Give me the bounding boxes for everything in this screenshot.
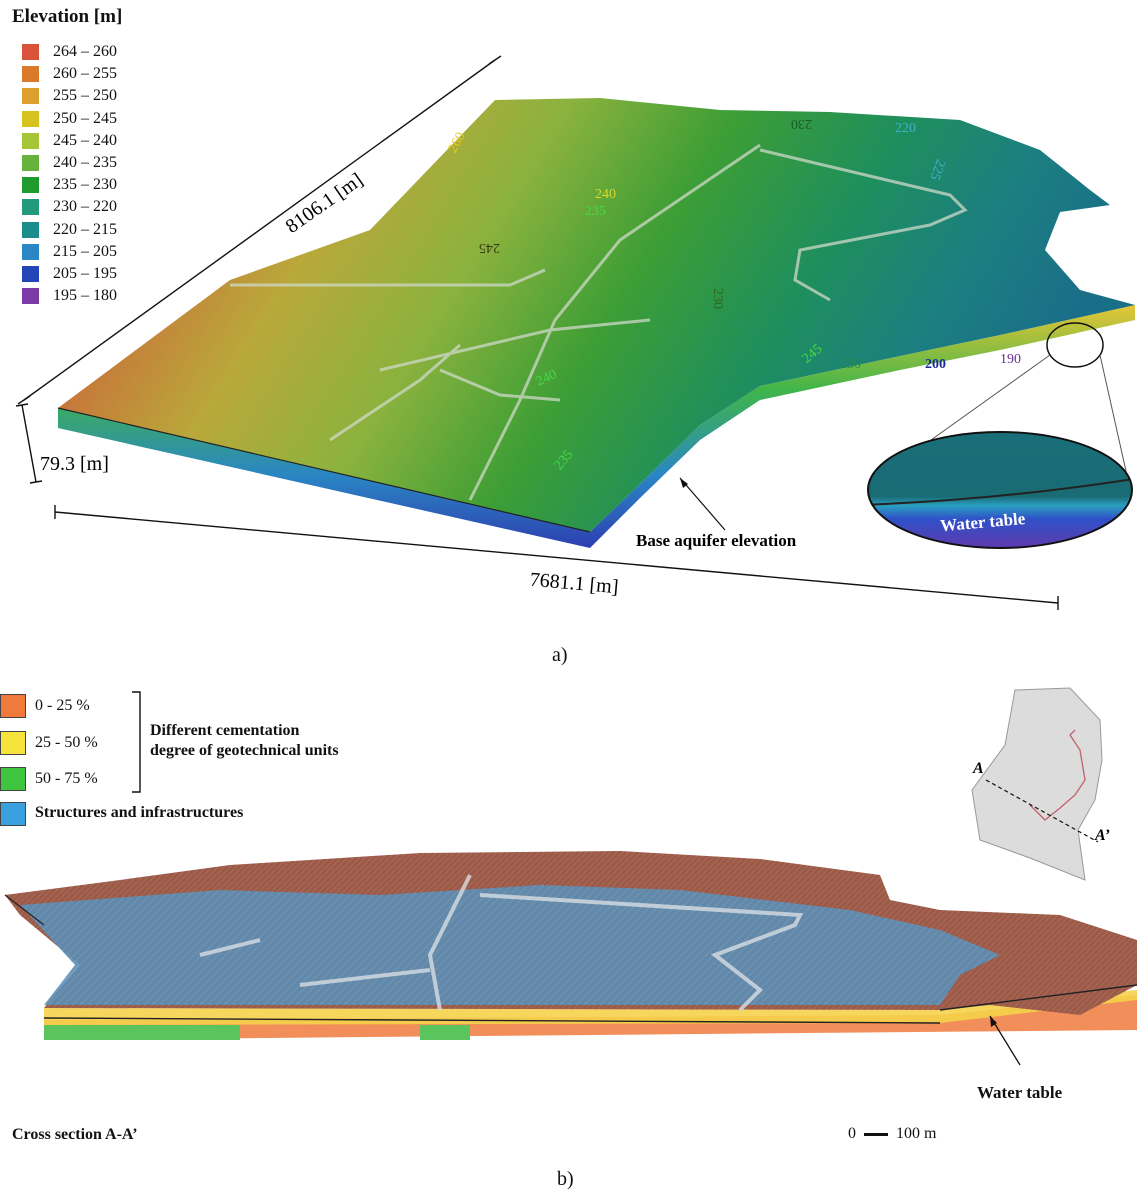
elevation-legend-item: 215 – 205: [22, 241, 117, 263]
elevation-legend-item: 245 – 240: [22, 130, 117, 152]
length-dimension-label: 8106.1 [m]: [282, 169, 367, 238]
legend-swatch: [22, 44, 39, 60]
structures-label: Structures and infrastructures: [35, 804, 244, 821]
width-dimension-line: [54, 505, 1059, 610]
contour-label: 225: [926, 157, 947, 182]
scale-bar: 0 100 m: [848, 1125, 936, 1143]
elevation-legend-item: 195 – 180: [22, 285, 117, 307]
cementation-legend-item: 25 - 50 %: [0, 729, 98, 757]
inset-location-map: A A’: [971, 687, 1110, 881]
road-network: [230, 143, 968, 501]
legend-label: 195 – 180: [53, 287, 117, 305]
legend-label: 264 – 260: [53, 43, 117, 60]
legend-swatch: [22, 266, 39, 282]
contour-label: 220: [895, 121, 916, 136]
panel-b-label: b): [557, 1168, 574, 1190]
cross-section-label: Cross section A-A’: [12, 1126, 138, 1143]
legend-swatch: [22, 243, 39, 260]
contour-label: 190: [1000, 352, 1021, 367]
legend-label: 50 - 75 %: [35, 770, 98, 787]
length-dimension-line: [17, 55, 502, 405]
contour-label: 230: [710, 288, 725, 309]
zoom-source-circle: [1046, 322, 1104, 368]
contour-label: 230: [791, 116, 812, 131]
water-table-callout-b: Water table: [977, 1083, 1063, 1102]
elevation-legend-item: 230 – 220: [22, 196, 117, 218]
legend-swatch: [22, 199, 39, 216]
legend-swatch: [22, 155, 39, 171]
scale-bar-line: [864, 1132, 888, 1136]
legend-label: 235 – 230: [53, 176, 117, 194]
elevation-legend-item: 255 – 250: [22, 85, 117, 107]
legend-swatch: [22, 177, 39, 194]
thickness-dimension-label: 79.3 [m]: [40, 453, 109, 475]
side-layer-green: [44, 1025, 240, 1040]
legend-swatch: [22, 66, 39, 83]
elevation-legend-item: 260 – 255: [22, 63, 117, 85]
legend-label: 230 – 220: [53, 198, 117, 216]
legend-label: 250 – 245: [53, 109, 117, 127]
side-layer-yellow: [44, 990, 1137, 1025]
legend-label: 0 - 25 %: [35, 697, 90, 714]
legend-label: 255 – 250: [53, 87, 117, 105]
elevation-legend-item: 205 – 195: [22, 263, 117, 285]
legend-swatch: [0, 694, 26, 718]
scale-zero: 0: [848, 1125, 856, 1142]
legend-label: 220 – 215: [53, 220, 117, 238]
contour-label: 240: [595, 187, 616, 202]
width-dimension-label: 7681.1 [m]: [529, 569, 619, 599]
contour-label: 235: [585, 204, 606, 219]
elevation-legend-item: 235 – 230: [22, 174, 117, 196]
legend-label: 215 – 205: [53, 242, 117, 260]
legend-label: 260 – 255: [53, 65, 117, 83]
contour-label: 200: [925, 357, 946, 372]
legend-swatch: [0, 802, 26, 826]
legend-swatch: [22, 110, 39, 127]
water-table-zoom-view: [868, 432, 1132, 548]
elevation-legend-title: Elevation [m]: [12, 6, 123, 27]
elevation-legend-item: 220 – 215: [22, 219, 117, 241]
legend-swatch: [22, 288, 39, 305]
elevation-legend-item: 264 – 260: [22, 41, 117, 63]
legend-swatch: [22, 88, 39, 105]
inset-label-a-prime: A’: [1094, 827, 1110, 844]
roads-b: [199, 874, 804, 1012]
legend-label: 240 – 235: [53, 154, 117, 171]
cementation-caption-line1: Different cementation: [150, 722, 300, 739]
surface-blue-units: [20, 885, 1000, 1005]
terrain-surface: [58, 98, 1135, 532]
legend-label: 205 – 195: [53, 265, 117, 282]
contour-label: 245: [479, 240, 500, 255]
cementation-caption-line2: degree of geotechnical units: [150, 742, 339, 759]
thickness-dimension-line: [15, 403, 43, 484]
contour-label: 230: [840, 357, 861, 372]
legend-swatch: [0, 767, 26, 791]
inset-label-a: A: [972, 760, 984, 777]
legend-swatch: [0, 731, 26, 755]
terrain-side-wall: [58, 305, 1135, 548]
legend-label: 25 - 50 %: [35, 734, 98, 751]
terrain-3d-view: 240 235 245 230 240 235 230 220 225 245 …: [15, 55, 1135, 610]
legend-swatch: [22, 221, 39, 238]
elevation-legend-item: 250 – 245: [22, 108, 117, 130]
legend-label: 245 – 240: [53, 131, 117, 149]
base-aquifer-callout: Base aquifer elevation: [636, 531, 797, 550]
scale-value: 100 m: [896, 1125, 937, 1142]
panel-a-label: a): [552, 644, 568, 666]
legend-bracket: [132, 691, 141, 793]
cementation-legend-item: 50 - 75 %: [0, 765, 98, 793]
legend-swatch: [22, 132, 39, 149]
cementation-legend-item: [0, 800, 35, 828]
geotechnical-3d-model: [4, 851, 1137, 1040]
cementation-legend-item: 0 - 25 %: [0, 692, 90, 720]
elevation-legend-item: 240 – 235: [22, 152, 117, 174]
